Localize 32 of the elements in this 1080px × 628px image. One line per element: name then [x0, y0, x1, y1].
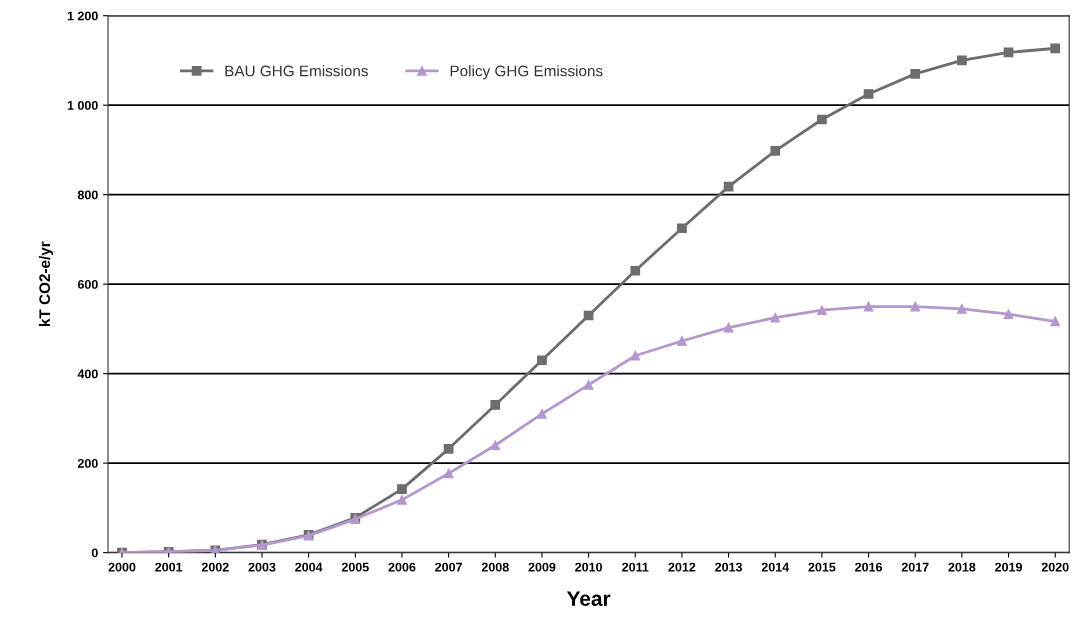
x-tick-label: 2014 [761, 562, 790, 572]
x-tick-label: 2006 [388, 562, 416, 572]
x-tick-label: 2019 [995, 562, 1022, 572]
legend-label: BAU GHG Emissions [225, 65, 368, 77]
x-tick-label: 2005 [341, 562, 369, 572]
x-tick-label: 2002 [201, 562, 229, 572]
y-tick-label: 600 [77, 279, 98, 289]
x-tick-label: 2020 [1041, 562, 1069, 572]
legend-label: Policy GHG Emissions [450, 65, 603, 80]
x-tick-label: 2016 [855, 562, 883, 572]
y-tick-label: 200 [77, 458, 98, 468]
y-tick-label: 0 [91, 548, 98, 558]
x-axis-title: Year [566, 591, 611, 606]
y-axis-title: kT CO2-e/yr [38, 241, 54, 326]
y-tick-label: 800 [77, 190, 98, 200]
x-tick-label: 2015 [808, 562, 836, 572]
x-tick-label: 2004 [295, 562, 323, 572]
x-tick-label: 2012 [668, 562, 696, 572]
x-tick-label: 2008 [481, 562, 509, 572]
x-tick-label: 2017 [901, 562, 929, 572]
x-tick-label: 2003 [248, 562, 276, 572]
y-tick-label: 1 200 [67, 11, 98, 21]
x-tick-label: 2001 [155, 562, 183, 572]
y-tick-label: 400 [77, 369, 98, 379]
x-tick-label: 2007 [435, 562, 462, 572]
x-tick-label: 2011 [622, 562, 649, 572]
x-tick-label: 2018 [948, 562, 976, 572]
x-tick-label: 2000 [108, 562, 136, 572]
x-tick-label: 2009 [528, 562, 556, 572]
x-tick-label: 2013 [715, 562, 743, 572]
y-tick-label: 1 000 [67, 100, 98, 110]
x-tick-label: 2010 [575, 562, 602, 572]
